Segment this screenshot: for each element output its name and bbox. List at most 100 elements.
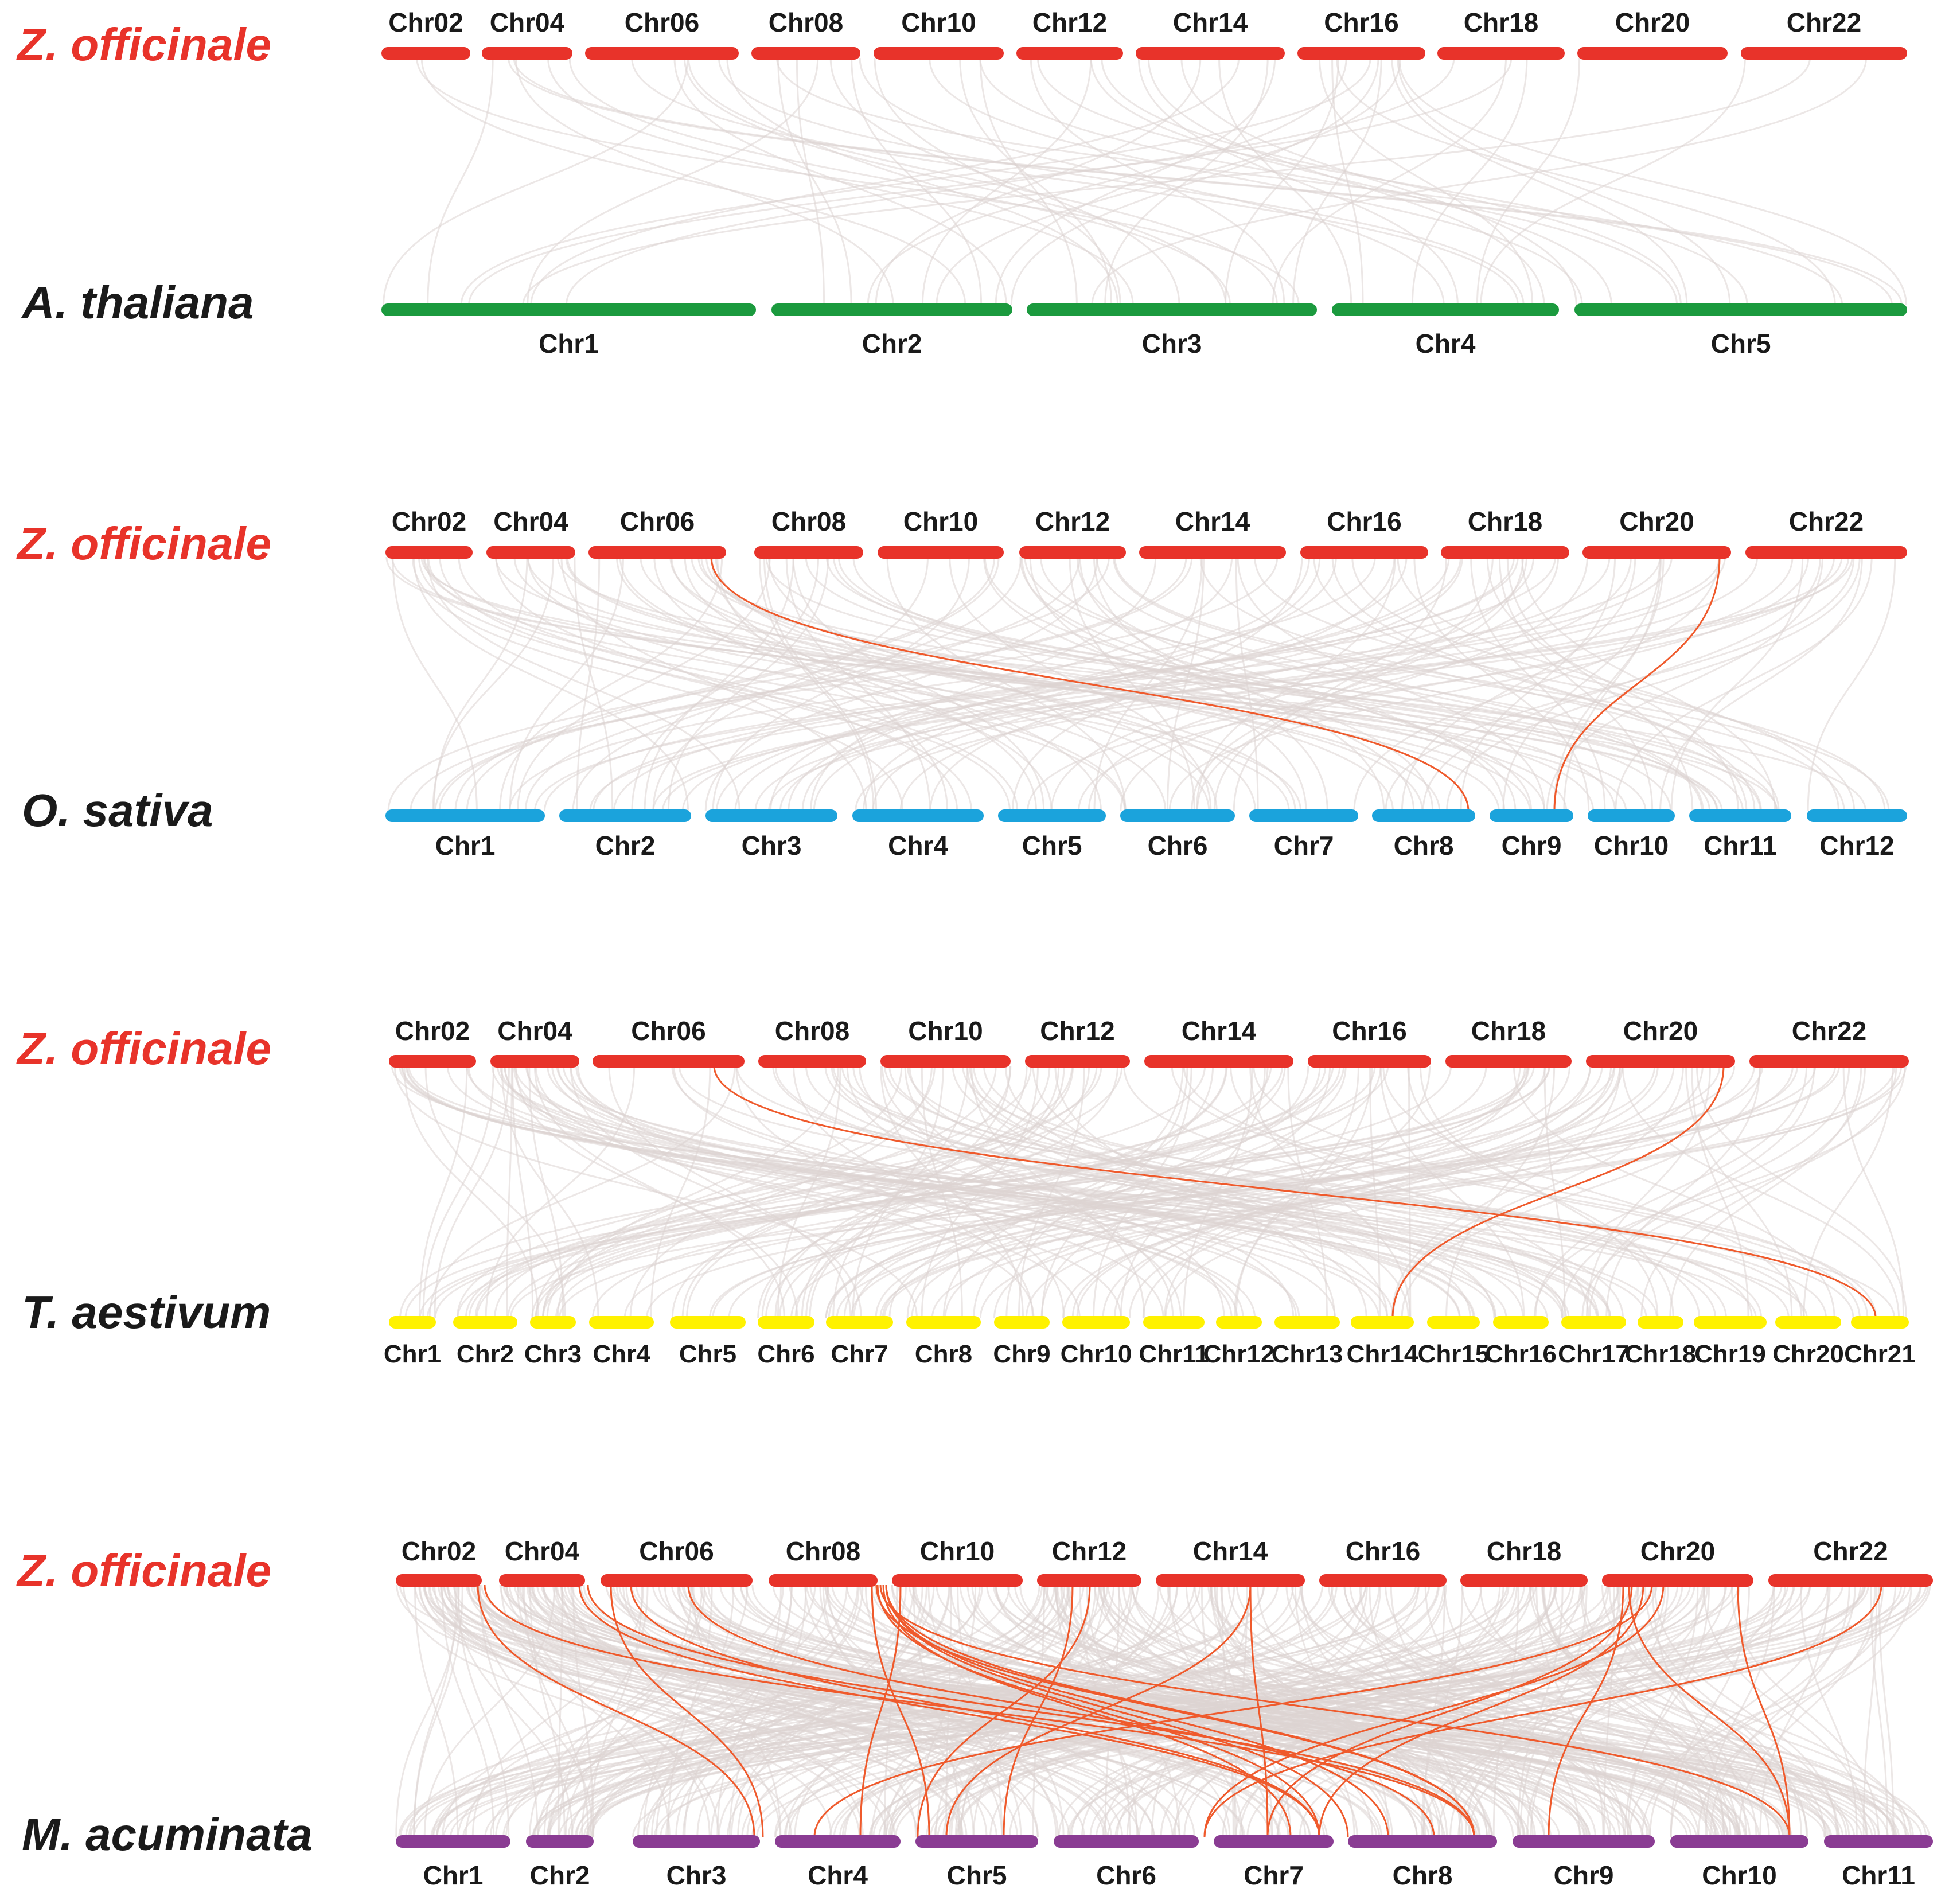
highlighted-synteny-link [885, 1584, 1349, 1837]
synteny-link [467, 1065, 1256, 1318]
ref-chromosome-bar [880, 1055, 1011, 1068]
ref-chromosome-bar [1577, 47, 1728, 60]
highlighted-synteny-link [477, 1584, 755, 1837]
synteny-link [570, 1065, 862, 1318]
synteny-link [542, 1065, 936, 1318]
synteny-link [512, 1065, 534, 1318]
ref-chromosome-bar [1437, 47, 1565, 60]
synteny-link [1313, 556, 1756, 812]
highlighted-synteny-link [1391, 1065, 1725, 1318]
highlighted-synteny-link [713, 1065, 1877, 1318]
synteny-link [408, 1584, 1011, 1837]
synteny-link [1167, 556, 1205, 812]
synteny-link [1480, 57, 1746, 306]
synteny-link [1553, 556, 1665, 812]
target-chromosome-label: Chr4 [808, 1860, 868, 1890]
target-chromosome-bar [1216, 1316, 1262, 1329]
ref-chromosome-label: Chr14 [1173, 7, 1248, 37]
synteny-link [1695, 1065, 1907, 1318]
synteny-link [1101, 57, 1682, 306]
target-chromosome-label: Chr3 [742, 831, 802, 861]
target-chromosome-bar [1348, 1835, 1497, 1848]
synteny-link [1659, 556, 1863, 812]
ref-chromosome-bar [1602, 1574, 1753, 1587]
ref-chromosome-label: Chr14 [1182, 1016, 1257, 1046]
synteny-link [707, 1584, 1382, 1837]
ref-chromosome-label: Chr08 [775, 1016, 849, 1046]
synteny-link [979, 57, 1678, 306]
ref-chromosome-bar [878, 546, 1004, 559]
synteny-link [1397, 556, 1839, 812]
synteny-link [726, 57, 1119, 306]
ref-chromosome-bar [1156, 1574, 1305, 1587]
target-chromosome-bar [530, 1316, 576, 1329]
synteny-link [413, 1584, 463, 1837]
target-chromosome-bar [1670, 1835, 1808, 1848]
target-chromosome-label: Chr2 [530, 1860, 590, 1890]
ref-chromosome-bar [486, 546, 575, 559]
synteny-link [664, 1584, 1174, 1837]
ref-chromosome-label: Chr14 [1193, 1536, 1268, 1566]
synteny-link [1382, 1065, 1803, 1318]
highlighted-synteny-link [1203, 1584, 1665, 1837]
target-chromosome-label: Chr4 [1416, 329, 1476, 359]
target-chromosome-bar [1027, 303, 1317, 316]
ref-chromosome-label: Chr18 [1471, 1016, 1546, 1046]
synteny-link [565, 556, 1500, 812]
synteny-link [423, 1584, 1246, 1837]
synteny-link [719, 1584, 1881, 1837]
synteny-link [640, 556, 1441, 812]
synteny-link [886, 556, 1127, 812]
synteny-link [1199, 556, 1780, 812]
target-chromosome-label: Chr9 [993, 1340, 1050, 1368]
synteny-link [1710, 1584, 1850, 1837]
synteny-link [434, 1065, 1550, 1318]
synteny-link [1392, 1065, 1684, 1318]
synteny-link [1291, 1584, 1914, 1837]
synteny-link [1530, 1584, 1639, 1837]
synteny-link [500, 1584, 719, 1837]
ref-chromosome-bar [1016, 47, 1123, 60]
synteny-link [1401, 1065, 1761, 1318]
highlighted-synteny-link [610, 1584, 764, 1837]
synteny-link [777, 57, 852, 306]
ref-chromosome-label: Chr08 [771, 507, 846, 536]
target-chromosome-bar [1143, 1316, 1205, 1329]
synteny-link [527, 57, 819, 306]
synteny-link [1093, 1065, 1192, 1318]
ref-chromosome-bar [1139, 546, 1286, 559]
ref-chromosome-label: Chr04 [497, 1016, 572, 1046]
ref-chromosome-label: Chr02 [402, 1536, 476, 1566]
ref-chromosome-label: Chr04 [493, 507, 568, 536]
target-chromosome-bar [1274, 1316, 1340, 1329]
ref-chromosome-label: Chr14 [1175, 507, 1250, 536]
synteny-link [1586, 1065, 1711, 1318]
synteny-link [681, 556, 1673, 812]
synteny-link [704, 556, 1098, 812]
synteny-link [646, 1065, 1817, 1318]
synteny-link [1331, 556, 1748, 812]
ref-chromosome-label: Chr22 [1792, 1016, 1866, 1046]
synteny-link [501, 1065, 599, 1318]
ref-chromosome-label: Chr22 [1813, 1536, 1888, 1566]
target-chromosome-label: Chr21 [1844, 1340, 1916, 1368]
ref-chromosome-label: Chr10 [901, 7, 976, 37]
target-chromosome-label: Chr8 [1393, 1860, 1453, 1890]
synteny-link [1233, 556, 1448, 812]
synteny-link [718, 57, 1525, 306]
target-chromosome-bar [1054, 1835, 1199, 1848]
synteny-link [906, 1065, 1727, 1318]
synteny-link [1601, 1584, 1839, 1837]
ref-chromosome-bar [396, 1574, 482, 1587]
target-chromosome-bar [705, 809, 837, 822]
synteny-link [776, 57, 1843, 306]
synteny-link [1088, 556, 1560, 812]
target-chromosome-label: Chr11 [1842, 1860, 1915, 1890]
synteny-link [1424, 1584, 1581, 1837]
synteny-link [558, 1584, 649, 1837]
ref-chromosome-label: Chr16 [1346, 1536, 1420, 1566]
target-chromosome-label: Chr7 [831, 1340, 888, 1368]
synteny-link [1397, 57, 1731, 306]
synteny-link [1343, 1584, 1850, 1837]
synteny-link [1137, 57, 1459, 306]
